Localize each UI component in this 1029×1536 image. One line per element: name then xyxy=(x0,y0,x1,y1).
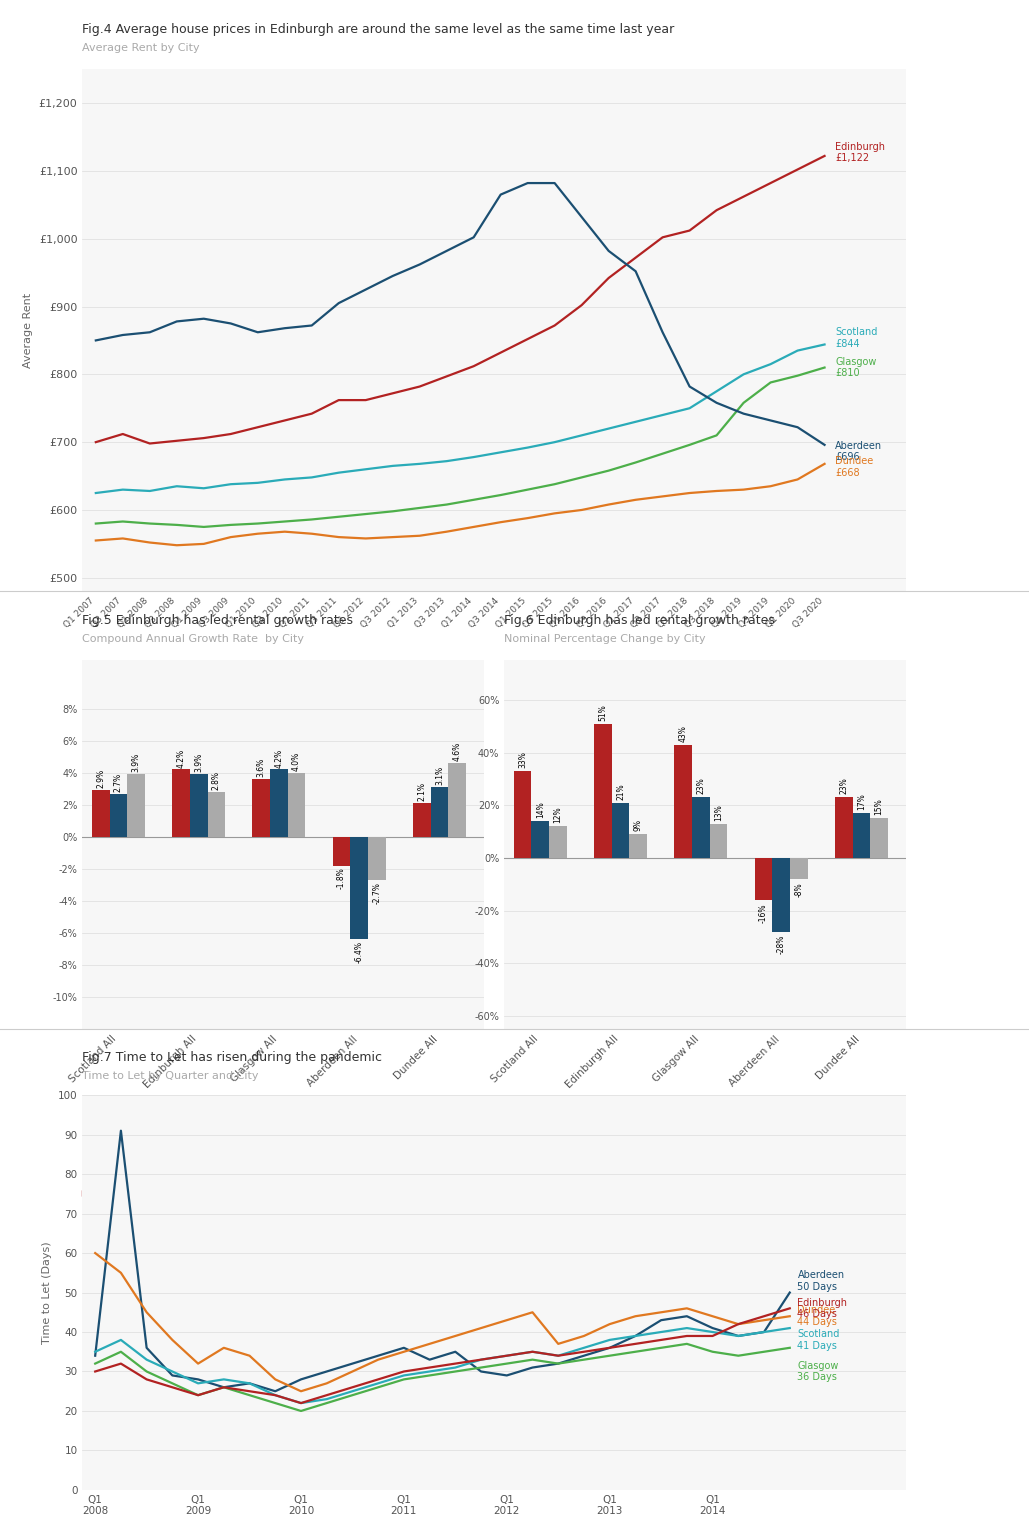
Bar xyxy=(594,723,612,859)
Bar xyxy=(172,770,190,837)
Bar xyxy=(92,791,110,837)
Text: 23%: 23% xyxy=(840,777,848,794)
Text: Dundee
£668: Dundee £668 xyxy=(836,456,874,478)
Text: 13%: 13% xyxy=(714,803,723,820)
Bar xyxy=(449,763,466,837)
Text: 3.9%: 3.9% xyxy=(194,753,203,773)
Text: -6.4%: -6.4% xyxy=(355,942,363,963)
Bar xyxy=(110,794,128,837)
Bar xyxy=(674,745,693,859)
Text: Nominal Percentage Change by City: Nominal Percentage Change by City xyxy=(504,634,706,645)
Bar xyxy=(835,797,853,859)
Bar xyxy=(754,859,773,900)
Text: Glasgow
36 Days: Glasgow 36 Days xyxy=(797,1361,839,1382)
Text: 51%: 51% xyxy=(599,703,607,720)
Text: Compound Annual Growth Rate  by City: Compound Annual Growth Rate by City xyxy=(82,634,305,645)
Text: 2.9%: 2.9% xyxy=(97,770,105,788)
Bar xyxy=(351,837,368,940)
Text: -1.8%: -1.8% xyxy=(338,868,346,889)
Bar xyxy=(271,770,288,837)
Y-axis label: Time to Let (Days): Time to Let (Days) xyxy=(42,1241,52,1344)
Bar xyxy=(513,771,532,859)
Bar xyxy=(190,774,208,837)
Bar xyxy=(790,859,808,879)
Text: -2.7%: -2.7% xyxy=(372,882,382,903)
Text: -16%: -16% xyxy=(759,903,768,923)
Bar xyxy=(871,819,888,859)
Text: -28%: -28% xyxy=(777,935,785,954)
Text: 2.8%: 2.8% xyxy=(212,771,221,790)
Text: 4.2%: 4.2% xyxy=(275,748,283,768)
Bar xyxy=(431,786,449,837)
Text: 9%: 9% xyxy=(634,819,643,831)
Text: 4.0%: 4.0% xyxy=(292,751,301,771)
Bar xyxy=(549,826,567,859)
Bar xyxy=(853,813,871,859)
Text: 2.7%: 2.7% xyxy=(114,773,122,791)
Text: Aberdeen
50 Days: Aberdeen 50 Days xyxy=(797,1270,845,1292)
Bar xyxy=(208,793,225,837)
Text: Dundee
44 Days: Dundee 44 Days xyxy=(797,1306,838,1327)
Bar xyxy=(532,822,549,859)
Bar xyxy=(630,834,647,859)
Text: Fig.6 Edinburgh has led rental growth rates: Fig.6 Edinburgh has led rental growth ra… xyxy=(504,614,775,627)
Legend: ■ 10 Year, ■ 5 Year, ■ 3 Year: ■ 10 Year, ■ 5 Year, ■ 3 Year xyxy=(501,1186,683,1201)
Text: Fig.7 Time to Let has risen during the pandemic: Fig.7 Time to Let has risen during the p… xyxy=(82,1051,383,1063)
Bar xyxy=(332,837,351,866)
Bar xyxy=(368,837,386,880)
Text: Scotland
£844: Scotland £844 xyxy=(836,327,878,349)
Text: Average Rent by City: Average Rent by City xyxy=(82,43,200,54)
Bar xyxy=(413,803,431,837)
Bar xyxy=(288,773,306,837)
Text: 23%: 23% xyxy=(697,777,705,794)
Text: 15%: 15% xyxy=(875,799,884,816)
Bar xyxy=(252,779,271,837)
Text: Edinburgh
46 Days: Edinburgh 46 Days xyxy=(797,1298,848,1319)
Text: 3.9%: 3.9% xyxy=(132,753,141,773)
Text: -8%: -8% xyxy=(794,882,804,897)
Text: 12%: 12% xyxy=(554,806,563,823)
Text: 4.6%: 4.6% xyxy=(453,742,462,762)
Text: 43%: 43% xyxy=(679,725,687,742)
Legend: ■ 10 Year CAGR, ■ 5 Year CAGR, ■ 3 Year CAGR: ■ 10 Year CAGR, ■ 5 Year CAGR, ■ 3 Year … xyxy=(79,1186,347,1201)
Text: 2.1%: 2.1% xyxy=(418,782,426,802)
Text: Edinburgh
£1,122: Edinburgh £1,122 xyxy=(836,141,885,163)
Text: 21%: 21% xyxy=(616,783,625,800)
Bar xyxy=(693,797,710,859)
Text: Aberdeen
£696: Aberdeen £696 xyxy=(836,441,883,462)
Bar xyxy=(773,859,790,932)
Bar xyxy=(128,774,145,837)
Text: 14%: 14% xyxy=(536,802,544,819)
Text: 4.2%: 4.2% xyxy=(177,748,185,768)
Text: Scotland
41 Days: Scotland 41 Days xyxy=(797,1329,840,1350)
Text: 33%: 33% xyxy=(519,751,527,768)
Text: 3.6%: 3.6% xyxy=(257,757,265,777)
Text: 3.1%: 3.1% xyxy=(435,766,443,785)
Text: Time to Let by Quarter and City: Time to Let by Quarter and City xyxy=(82,1071,259,1081)
Text: Fig.4 Average house prices in Edinburgh are around the same level as the same ti: Fig.4 Average house prices in Edinburgh … xyxy=(82,23,675,35)
Text: Fig.5 Edinburgh has led rental growth rates: Fig.5 Edinburgh has led rental growth ra… xyxy=(82,614,353,627)
Bar xyxy=(612,803,630,859)
Text: Glasgow
£810: Glasgow £810 xyxy=(836,356,877,378)
Y-axis label: Average Rent: Average Rent xyxy=(24,293,33,367)
Text: 17%: 17% xyxy=(857,793,865,809)
Bar xyxy=(710,823,728,859)
